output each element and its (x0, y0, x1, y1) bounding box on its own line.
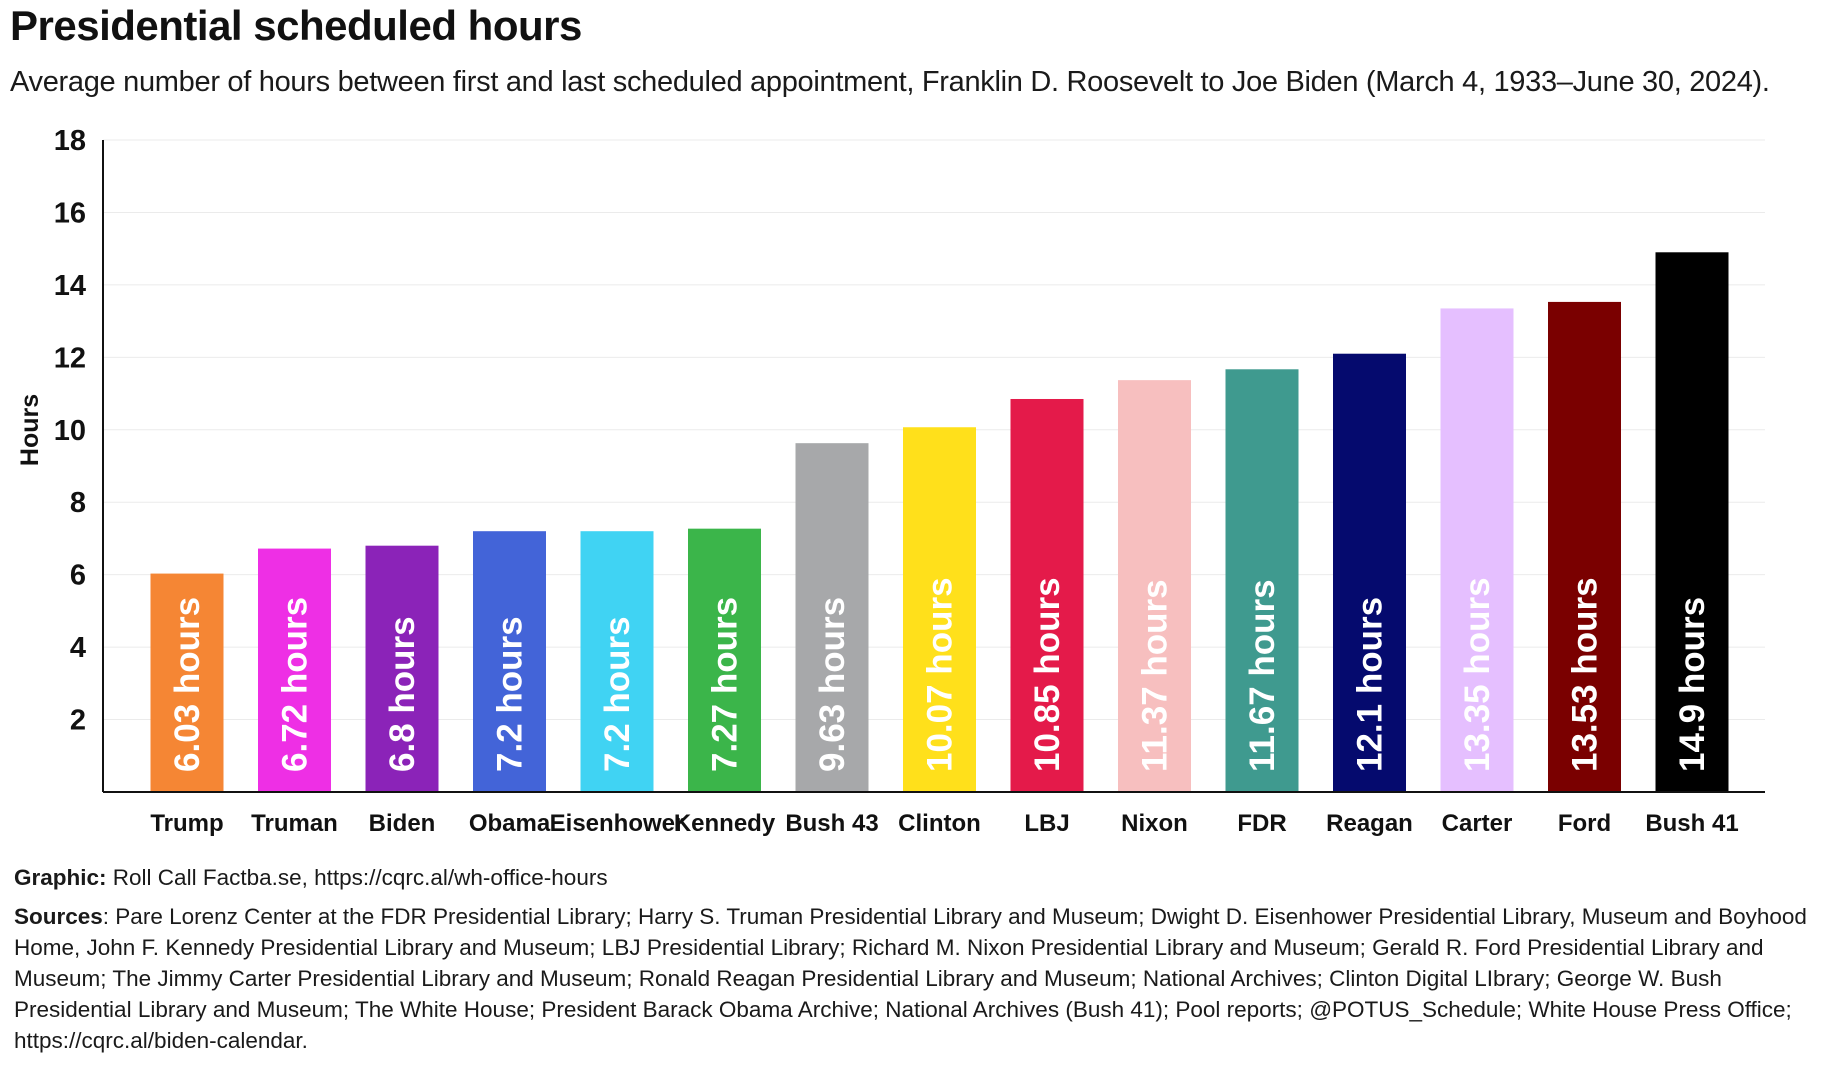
data-label: 7.2 hours (598, 616, 637, 772)
x-tick-label: Nixon (1121, 810, 1188, 837)
data-label: 11.67 hours (1243, 579, 1282, 772)
bar-eisenhower (580, 531, 654, 792)
x-tick-label: FDR (1237, 810, 1286, 837)
x-tick-label: Truman (251, 810, 338, 837)
sources-note: Sources: Pare Lorenz Center at the FDR P… (14, 901, 1824, 1056)
axes (102, 140, 1765, 793)
chart-title: Presidential scheduled hours (10, 2, 582, 49)
bar-fdr (1225, 369, 1299, 792)
x-tick-label: Ford (1558, 810, 1611, 837)
bar-reagan (1333, 353, 1406, 792)
bar-biden (365, 545, 439, 792)
data-label: 10.85 hours (1028, 577, 1067, 772)
chart-subtitle: Average number of hours between first an… (10, 66, 1770, 98)
x-tick-label: Biden (369, 810, 436, 837)
bar-bush-43 (795, 443, 869, 792)
x-tick-label: Bush 43 (785, 810, 878, 837)
graphic-credit: Graphic: Roll Call Factba.se, https://cq… (14, 862, 1824, 893)
bar-truman (258, 548, 331, 792)
y-tick-label: 14 (54, 270, 86, 302)
y-tick-labels: 2 4 6 8 10 12 14 16 18 (54, 125, 86, 737)
data-label: 14.9 hours (1673, 597, 1712, 772)
data-label: 12.1 hours (1351, 597, 1390, 772)
x-tick-label: Reagan (1326, 810, 1413, 837)
y-tick-label: 16 (54, 197, 86, 229)
x-tick-label: Obama (469, 810, 551, 837)
bar-kennedy (688, 528, 761, 792)
data-labels: 6.03 hours 6.72 hours 6.8 hours 7.2 hours 7.… (168, 577, 1712, 772)
sources-label: Sources (14, 904, 103, 929)
x-tick-label: Eisenhower (550, 810, 685, 837)
bars (150, 252, 1729, 793)
bar-chart: 2 4 6 8 10 12 14 16 18 Trump Truman Biden Obama Eise… (16, 125, 1765, 837)
y-tick-label: 18 (54, 125, 86, 157)
bar-trump (150, 573, 224, 792)
x-tick-label: Kennedy (674, 810, 776, 837)
x-tick-label: Trump (150, 810, 223, 837)
x-tick-label: Carter (1442, 810, 1513, 837)
y-tick-label: 8 (70, 487, 86, 519)
data-label: 11.37 hours (1136, 579, 1175, 772)
graphic-credit-text: Roll Call Factba.se, https://cqrc.al/wh-… (112, 865, 608, 890)
data-label: 7.2 hours (491, 616, 530, 772)
y-tick-label: 12 (54, 342, 86, 374)
x-tick-label: LBJ (1024, 810, 1069, 837)
y-tick-label: 6 (70, 560, 86, 592)
data-label: 7.27 hours (706, 597, 745, 772)
y-axis-label: Hours (16, 394, 44, 466)
data-label: 6.03 hours (168, 597, 207, 772)
data-label: 10.07 hours (921, 577, 960, 772)
sources-text: : Pare Lorenz Center at the FDR Presiden… (14, 904, 1807, 1053)
bar-carter (1440, 308, 1514, 792)
y-tick-label: 10 (54, 415, 86, 447)
y-tick-label: 2 (70, 705, 86, 737)
bar-bush-41 (1655, 252, 1729, 793)
bar-obama (473, 531, 546, 792)
graphic-credit-label: Graphic: (14, 865, 107, 890)
data-label: 13.53 hours (1566, 577, 1605, 772)
bar-clinton (903, 427, 976, 792)
y-tick-label: 4 (70, 632, 86, 664)
data-label: 6.72 hours (276, 597, 315, 772)
bar-nixon (1118, 380, 1191, 792)
bar-ford (1548, 301, 1621, 792)
x-tick-label: Bush 41 (1645, 810, 1738, 837)
x-tick-label: Clinton (898, 810, 981, 837)
bar-lbj (1010, 398, 1084, 792)
data-label: 9.63 hours (813, 597, 852, 772)
data-label: 13.35 hours (1458, 577, 1497, 772)
data-label: 6.8 hours (383, 616, 422, 772)
